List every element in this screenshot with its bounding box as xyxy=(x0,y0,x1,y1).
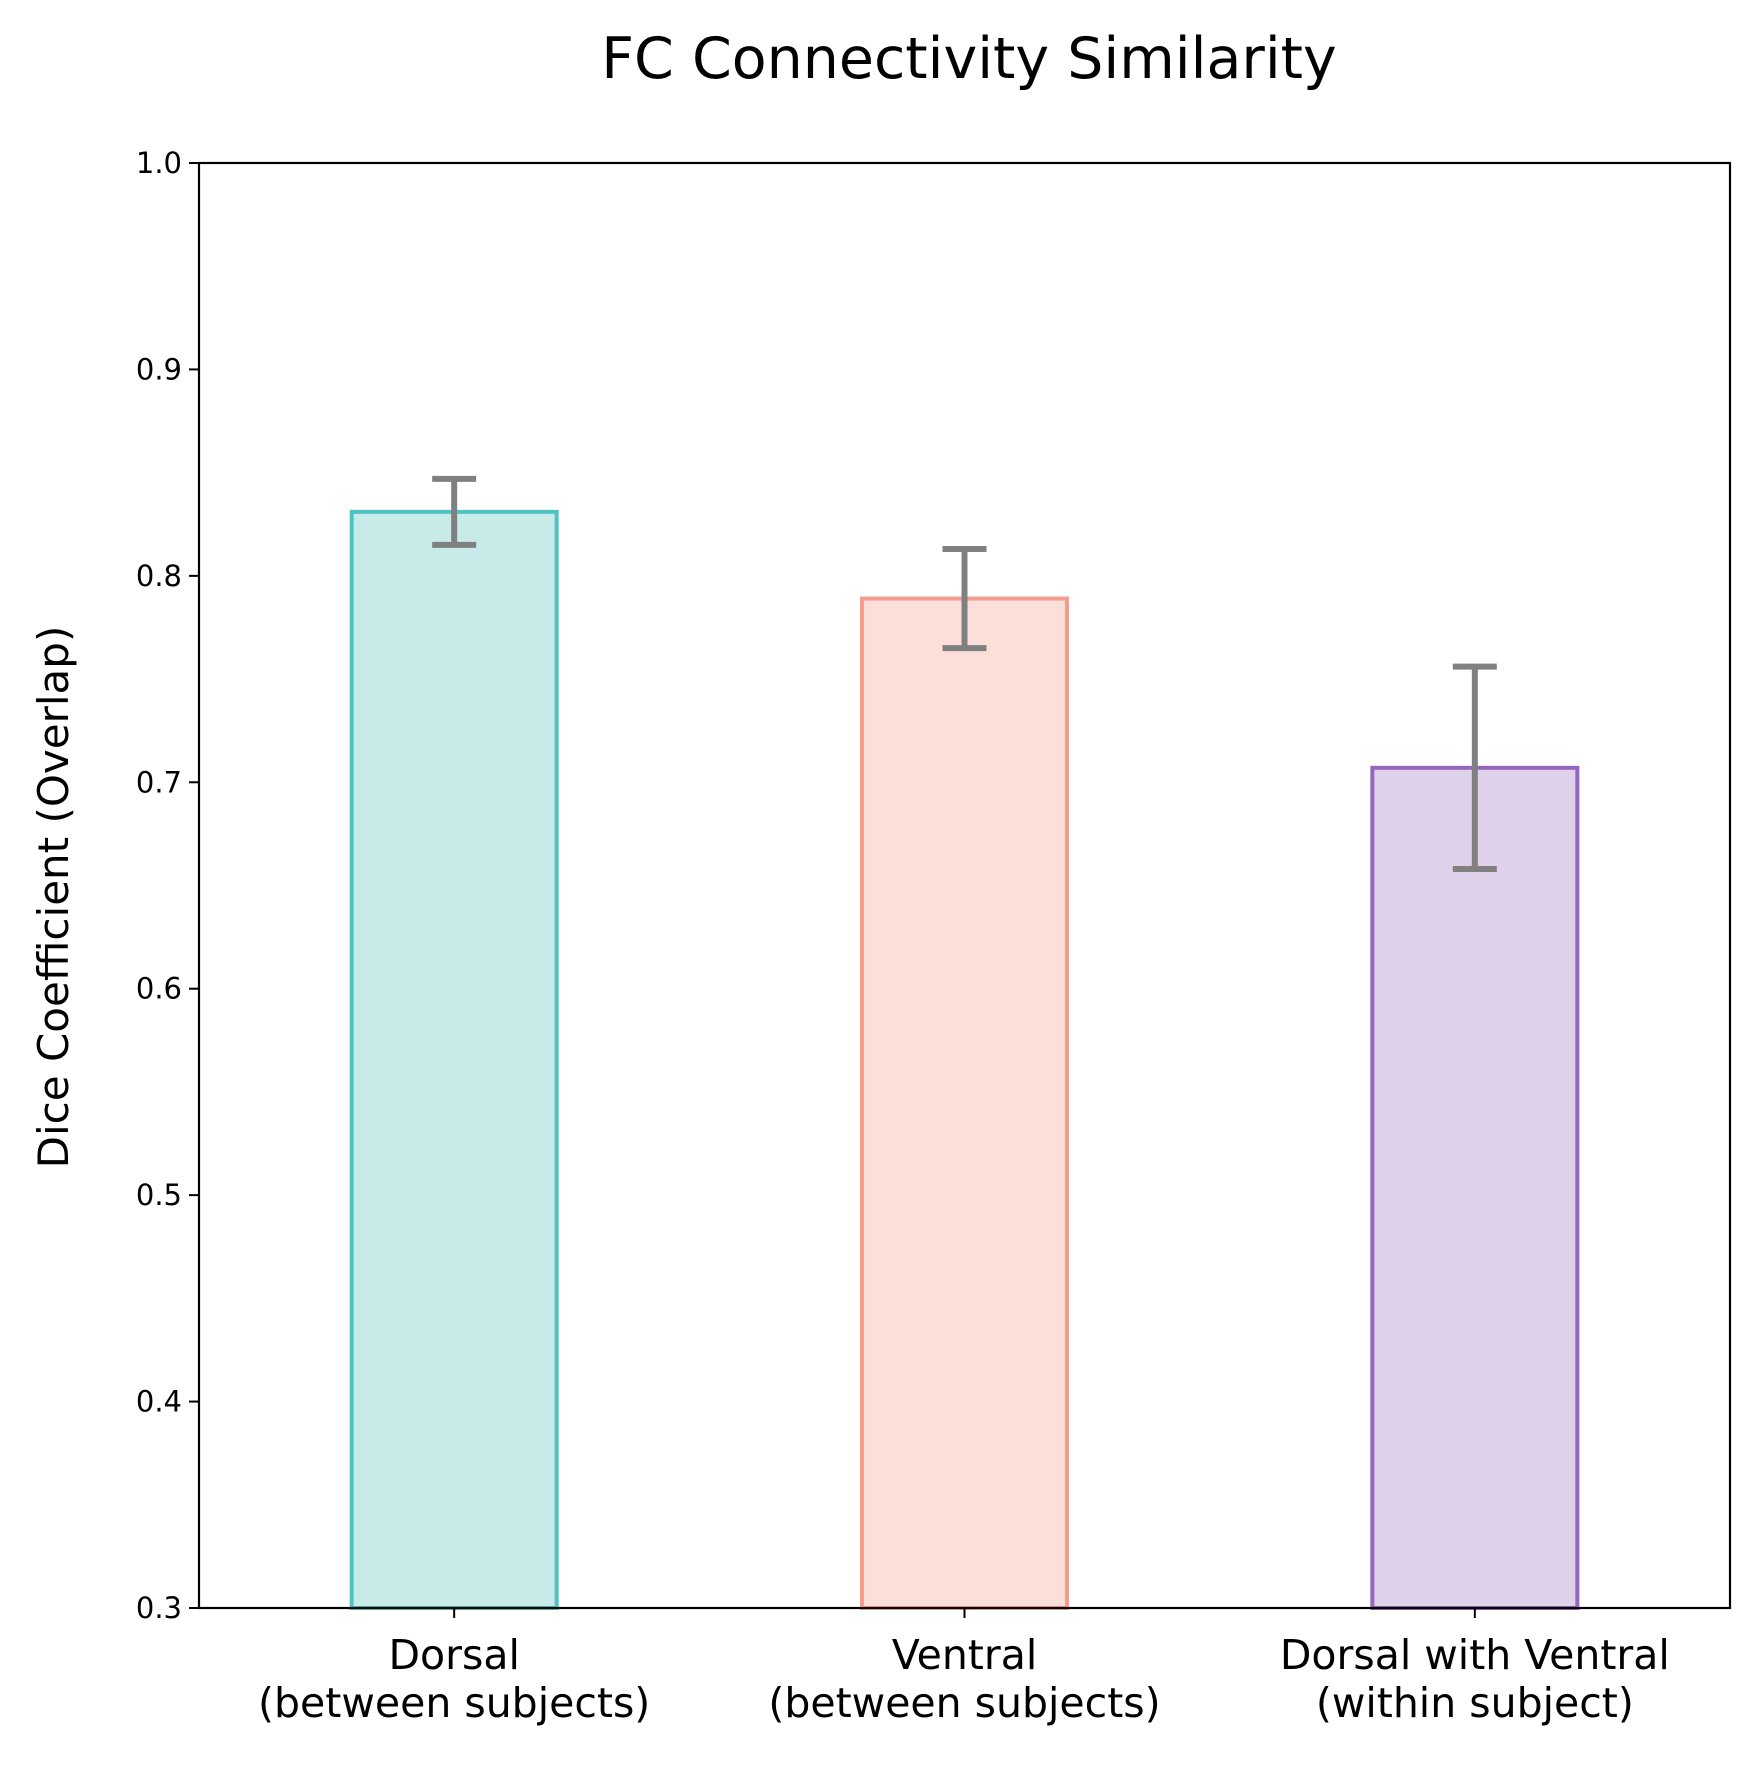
y-tick-label: 0.4 xyxy=(136,1385,182,1419)
y-tick-label: 0.8 xyxy=(136,559,182,593)
x-tick-label: Dorsal with Ventral (within subject) xyxy=(1280,1631,1670,1727)
y-tick-label: 0.7 xyxy=(136,765,182,799)
chart-title: FC Connectivity Similarity xyxy=(601,26,1337,92)
y-axis-title: Dice Coefficient (Overlap) xyxy=(29,626,78,1169)
x-tick-label: Dorsal (between subjects) xyxy=(258,1631,650,1727)
error-bar-1 xyxy=(432,475,477,548)
bars-layer xyxy=(349,509,1580,1611)
y-axis: 0.3 0.4 0.5 0.6 0.7 0.8 0.9 1.0 xyxy=(136,146,199,1625)
y-tick-label: 0.6 xyxy=(136,972,182,1006)
y-tick-label: 1.0 xyxy=(136,146,182,180)
y-tick-label: 0.3 xyxy=(136,1591,182,1625)
x-axis: Dorsal (between subjects) Ventral (between … xyxy=(258,1608,1670,1727)
bar-3 xyxy=(1370,765,1580,1610)
bar-1 xyxy=(349,509,559,1611)
error-bar-3 xyxy=(1452,663,1497,872)
error-bar-2 xyxy=(942,546,987,652)
bar-2 xyxy=(860,596,1069,1610)
y-tick-label: 0.5 xyxy=(136,1178,182,1212)
error-bars-layer xyxy=(432,475,1497,872)
y-tick-label: 0.9 xyxy=(136,352,182,386)
x-tick-label: Ventral (between subjects) xyxy=(768,1631,1160,1727)
